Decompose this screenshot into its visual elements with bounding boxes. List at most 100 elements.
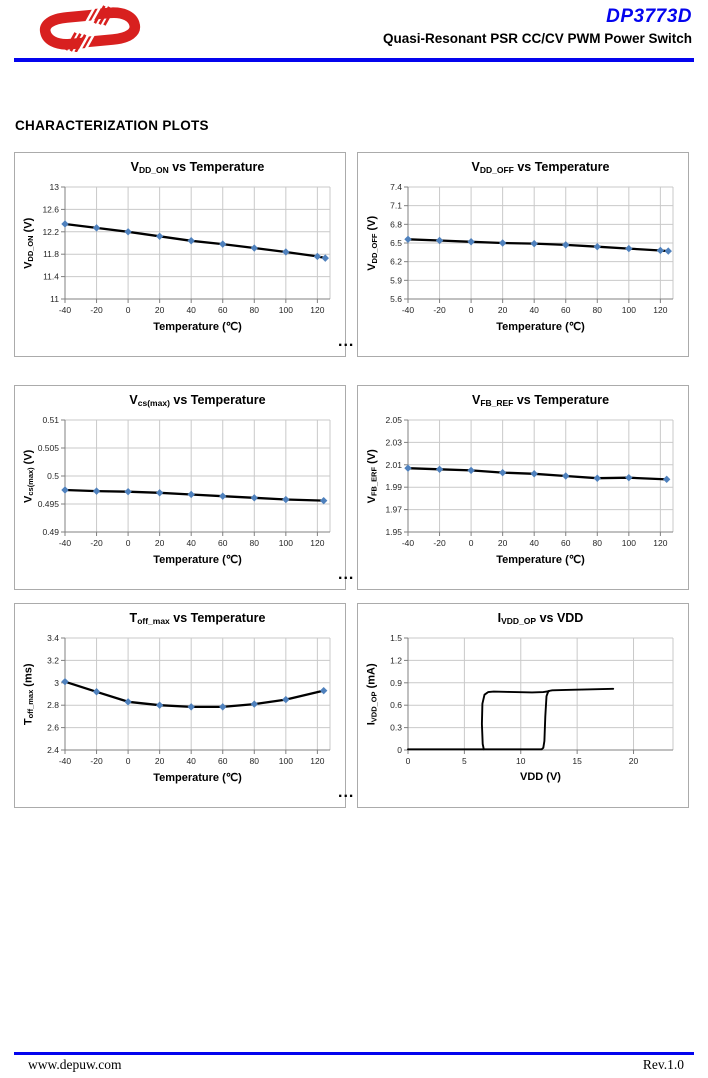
- y-tick-label: 1.97: [385, 505, 402, 515]
- data-point-marker: [435, 236, 444, 245]
- y-tick-label: 12.2: [42, 227, 59, 237]
- data-point-marker: [498, 239, 507, 247]
- y-axis-title: Vcs(max) (V): [16, 420, 42, 532]
- footer-revision: Rev.1.0: [642, 1057, 684, 1072]
- label-text: vs VDD: [536, 611, 584, 625]
- data-point-marker: [61, 677, 69, 686]
- y-tick-label: 13: [50, 182, 60, 192]
- x-tick-label: 0: [126, 538, 131, 548]
- data-point-marker: [92, 487, 101, 495]
- chart-canvas: 1.95 1.97 1.99 2.01 2.03 2.05 -40 -20 0 20 40 60 80 1…: [385, 415, 674, 548]
- x-tick-label: 20: [155, 305, 165, 315]
- data-point-marker: [404, 235, 412, 243]
- data-point-marker: [155, 489, 164, 497]
- x-tick-label: -40: [402, 305, 415, 315]
- x-axis-title: VDD (V): [520, 771, 561, 783]
- y-tick-label: 1.5: [390, 633, 402, 643]
- x-tick-label: 20: [155, 538, 165, 548]
- data-point-marker: [625, 244, 633, 253]
- data-point-marker: [92, 224, 101, 232]
- label-text: (ms): [22, 663, 35, 690]
- data-point-marker: [124, 487, 132, 496]
- y-axis-title-text: VDD_ON (V): [23, 217, 36, 268]
- y-tick-label: 0.6: [390, 700, 402, 710]
- x-tick-label: -20: [433, 538, 446, 548]
- logo-left-hook: [39, 9, 99, 50]
- label-text: (mA): [365, 663, 378, 692]
- x-axis-title: Temperature (℃): [153, 321, 242, 333]
- y-axis-title: Toff_max (ms): [16, 638, 42, 750]
- x-tick-label: 40: [529, 305, 539, 315]
- x-tick-label: 80: [593, 305, 603, 315]
- x-tick-label: 80: [250, 305, 260, 315]
- chart-vfb-ref-vs-temperature: 1.95 1.97 1.99 2.01 2.03 2.05 -40 -20 0 20 40 60 80 1…: [357, 385, 689, 590]
- x-tick-label: 120: [653, 305, 667, 315]
- x-tick-label: 40: [186, 305, 196, 315]
- x-tick-label: 5: [462, 756, 467, 766]
- label-text: V: [471, 160, 480, 174]
- x-tick-label: -40: [59, 538, 72, 548]
- x-tick-label: 0: [126, 756, 131, 766]
- x-axis-title: Temperature (℃): [496, 554, 585, 566]
- y-tick-label: 7.1: [390, 201, 402, 211]
- y-tick-label: 2.01: [385, 460, 402, 470]
- x-tick-label: 60: [218, 538, 228, 548]
- y-tick-label: 2.03: [385, 437, 402, 447]
- x-tick-label: 0: [469, 305, 474, 315]
- label-text: V: [365, 495, 378, 504]
- data-point-marker: [319, 496, 328, 505]
- label-text: T: [129, 611, 138, 625]
- y-tick-label: 12.6: [42, 204, 59, 214]
- header-text-block: DP3773D Quasi-Resonant PSR CC/CV PWM Pow…: [383, 6, 692, 46]
- chart-canvas: 0 0.3 0.6 0.9 1.2 1.5 0 5 10 15 20: [390, 633, 674, 766]
- chart-canvas: 11 11.4 11.8 12.2 12.6 13 -40 -20 0 20 40 60 80 100 12…: [42, 182, 331, 315]
- x-tick-label: 20: [155, 756, 165, 766]
- logo-right-hook: [81, 7, 141, 48]
- x-tick-label: -20: [433, 305, 446, 315]
- label-text: V: [130, 160, 139, 174]
- data-point-marker: [124, 228, 132, 236]
- data-point-marker: [435, 465, 444, 473]
- label-text: (V): [22, 449, 35, 468]
- y-tick-label: 2.8: [47, 700, 59, 710]
- data-point-marker: [562, 241, 570, 249]
- y-axis-title-text: Toff_max (ms): [23, 663, 36, 725]
- label-text: (V): [365, 215, 378, 234]
- label-text: V: [471, 393, 481, 407]
- chart-canvas: 5.6 5.9 6.2 6.5 6.8 7.1 7.4 -40 -20 0 20 40 60 80 100 1…: [390, 182, 674, 315]
- data-point-marker: [250, 700, 258, 708]
- y-tick-label: 0.5: [47, 471, 59, 481]
- x-tick-label: 60: [218, 756, 228, 766]
- y-tick-label: 0.49: [42, 527, 59, 537]
- label-text: vs Temperature: [513, 160, 610, 174]
- data-point-marker: [282, 495, 290, 504]
- x-tick-label: 0: [126, 305, 131, 315]
- x-axis-title: Temperature (℃): [153, 772, 242, 784]
- x-tick-label: 60: [218, 305, 228, 315]
- y-tick-label: 1.2: [390, 655, 402, 665]
- data-point-marker: [530, 239, 538, 248]
- header-divider: [14, 58, 694, 62]
- data-point-marker: [282, 248, 290, 256]
- label-text: (V): [22, 217, 35, 236]
- data-point-marker: [61, 220, 69, 228]
- y-tick-label: 2.6: [47, 723, 59, 733]
- chart-title: IVDD_OP vs VDD: [408, 611, 673, 626]
- data-point-marker: [313, 252, 322, 261]
- x-tick-label: 15: [572, 756, 582, 766]
- x-tick-label: -20: [90, 538, 103, 548]
- x-tick-label: 0: [469, 538, 474, 548]
- y-axis-title: VDD_OFF (V): [359, 187, 385, 299]
- label-text: vs Temperature: [169, 393, 266, 407]
- label-text: V: [22, 261, 35, 269]
- y-tick-label: 3: [54, 678, 59, 688]
- x-tick-label: -40: [402, 538, 415, 548]
- data-point-marker: [404, 464, 412, 472]
- chart-title: Vcs(max) vs Temperature: [65, 393, 330, 408]
- data-point-marker: [187, 703, 195, 711]
- subscript-text: DD_OFF: [369, 233, 379, 264]
- chart-canvas: 2.4 2.6 2.8 3 3.2 3.4 -40 -20 0 20 40 60 80 100 120: [47, 633, 331, 766]
- chart-vdd-on-vs-temperature: 11 11.4 11.8 12.2 12.6 13 -40 -20 0 20 40 60 80 100 12…: [14, 152, 346, 357]
- continuation-ellipsis: ...: [338, 333, 355, 350]
- x-tick-label: 120: [310, 538, 324, 548]
